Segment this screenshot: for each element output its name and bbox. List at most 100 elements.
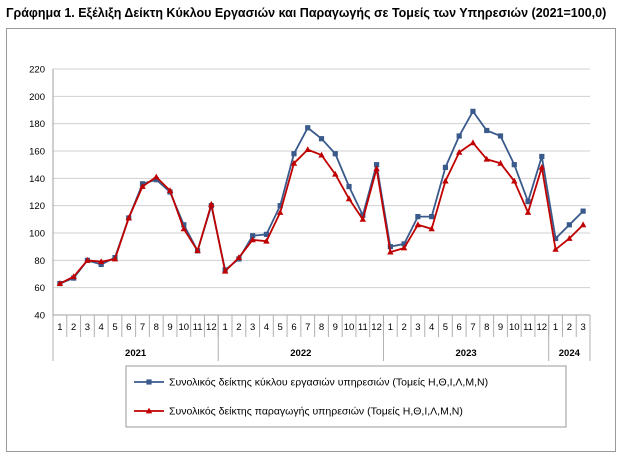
legend-label: Συνολικός δείκτης παραγωγής υπηρεσιών (Τ…	[169, 406, 463, 418]
data-point	[456, 133, 462, 139]
data-point	[276, 209, 284, 215]
data-point	[428, 225, 435, 232]
x-tick-label: 1	[222, 322, 227, 333]
x-tick-label: 8	[154, 322, 159, 333]
data-point	[318, 136, 325, 142]
year-label: 2022	[290, 348, 311, 359]
x-tick-label: 11	[523, 322, 533, 333]
x-tick-label: 10	[509, 322, 520, 333]
y-tick-label: 220	[29, 65, 45, 76]
data-point	[414, 221, 422, 228]
data-point	[98, 261, 104, 268]
data-point	[442, 164, 449, 170]
x-tick-label: 9	[333, 322, 338, 333]
data-point	[525, 198, 531, 205]
x-tick-label: 12	[206, 322, 217, 333]
series-group	[57, 108, 586, 287]
year-label: 2024	[559, 348, 581, 359]
chart-title: Γράφημα 1. Εξέλιξη Δείκτη Κύκλου Εργασιώ…	[6, 6, 607, 20]
x-tick-label: 3	[415, 322, 420, 333]
y-tick-label: 120	[29, 201, 45, 212]
data-point	[552, 246, 559, 252]
data-point	[318, 151, 325, 158]
data-point	[360, 212, 366, 218]
data-point	[194, 247, 201, 254]
data-point	[249, 236, 256, 243]
data-point	[538, 164, 546, 170]
legend: Συνολικός δείκτης κύκλου εργασιών υπηρεσ…	[125, 365, 567, 428]
y-tick-label: 200	[29, 92, 45, 103]
data-point	[511, 162, 517, 168]
x-tick-label: 5	[443, 322, 448, 333]
data-point	[415, 214, 421, 220]
data-point	[483, 155, 490, 162]
data-point	[332, 151, 338, 157]
x-tick-label: 12	[537, 322, 548, 333]
x-tick-label: 7	[470, 322, 475, 333]
x-tick-label: 11	[193, 322, 203, 333]
data-point	[70, 273, 77, 280]
data-point	[455, 148, 463, 155]
x-tick-label: 8	[319, 322, 324, 333]
x-tick-label: 1	[388, 322, 393, 333]
x-tick-label: 8	[484, 322, 489, 333]
data-point	[145, 407, 153, 414]
x-tick-label: 5	[278, 322, 283, 333]
x-tick-label: 3	[85, 322, 90, 333]
data-point	[332, 170, 339, 177]
data-point	[539, 153, 545, 160]
data-point	[166, 187, 174, 194]
x-tick-label: 7	[305, 322, 310, 333]
x-tick-label: 9	[498, 322, 503, 333]
data-point	[180, 225, 188, 232]
data-point	[579, 221, 587, 228]
data-point	[580, 208, 586, 214]
data-point	[235, 254, 243, 260]
data-point	[56, 280, 64, 286]
y-tick-label: 160	[29, 147, 45, 158]
data-point	[221, 267, 229, 274]
gridlines	[53, 68, 590, 316]
data-point	[400, 244, 408, 251]
data-point	[181, 222, 187, 228]
year-label: 2023	[456, 348, 477, 359]
legend-box	[125, 365, 567, 428]
x-tick-label: 5	[112, 322, 117, 333]
data-point	[263, 231, 270, 237]
data-point	[304, 146, 311, 153]
series-lines	[56, 108, 587, 287]
data-point	[497, 159, 504, 166]
data-point	[125, 214, 132, 221]
x-tick-label: 4	[429, 322, 434, 333]
x-tick-label: 2	[401, 322, 406, 333]
data-point	[291, 151, 297, 157]
x-tick-label: 12	[371, 322, 382, 333]
x-tick-label: 4	[264, 322, 269, 333]
x-tick-label: 7	[140, 322, 145, 333]
x-tick-label: 10	[344, 322, 355, 333]
data-point	[373, 165, 380, 172]
x-tick-label: 6	[457, 322, 462, 333]
x-tick-label: 3	[580, 322, 585, 333]
x-tick-label: 6	[291, 322, 296, 333]
data-point	[345, 195, 353, 202]
data-point	[552, 235, 559, 242]
data-point	[208, 200, 215, 207]
y-tick-label: 60	[34, 283, 45, 294]
x-tick-label: 11	[358, 322, 368, 333]
data-point	[153, 177, 159, 183]
y-tick-label: 80	[34, 256, 45, 267]
x-tick-label: 2	[236, 322, 241, 333]
data-point	[524, 209, 532, 215]
y-tick-label: 180	[29, 119, 45, 130]
data-point	[469, 139, 477, 146]
data-point	[250, 233, 256, 239]
legend-label: Συνολικός δείκτης κύκλου εργασιών υπηρεσ…	[169, 377, 488, 389]
x-tick-label: 3	[250, 322, 255, 333]
series-line	[59, 141, 584, 285]
y-tick-label: 140	[29, 174, 45, 185]
x-tick-label: 2	[567, 322, 572, 333]
data-point	[387, 248, 394, 255]
